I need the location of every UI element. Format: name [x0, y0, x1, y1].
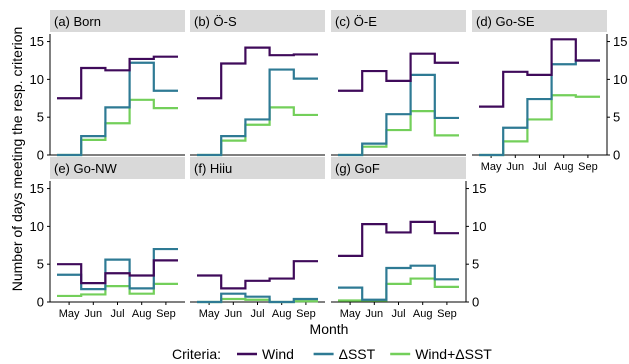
panel-c-e: (c) Ö-E — [331, 10, 466, 157]
x-tick-label: May — [199, 308, 220, 320]
x-tick-label: Jul — [391, 308, 405, 320]
panel-axes: 0 5 10 15 — [30, 34, 185, 163]
legend-title: Criteria: — [172, 346, 221, 362]
x-tick-label: Jun — [224, 308, 242, 320]
panel-axes: 0 5 10 15 May Jun Jul Aug Sep — [331, 181, 486, 320]
x-axis-label: Month — [310, 321, 349, 337]
legend-label: ΔSST — [339, 346, 376, 362]
x-tick-label: Aug — [554, 161, 574, 173]
panel-strip — [190, 157, 325, 179]
y-tick-label: 10 — [472, 219, 486, 234]
series-wind — [197, 46, 318, 100]
series-wind-deltasst — [338, 277, 459, 302]
y-tick-label: 0 — [613, 148, 620, 163]
series-wind — [57, 259, 178, 285]
panel-f-hiiu: (f) Hiiu May Jun Jul Aug Sep — [190, 157, 325, 320]
y-tick-label: 5 — [37, 110, 44, 125]
panel-title: (b) Ö-S — [194, 14, 237, 29]
series-wind — [479, 38, 600, 108]
series-deltasst — [57, 61, 178, 157]
x-tick-label: Jul — [250, 308, 264, 320]
panel-e-go-nw: (e) Go-NW 0 5 10 15 May Jun Jul Aug Sep — [30, 157, 185, 320]
x-tick-label: Sep — [437, 308, 457, 320]
y-tick-label: 15 — [613, 34, 627, 49]
legend-item-wind: Wind — [237, 346, 294, 362]
x-tick-label: Aug — [132, 308, 152, 320]
x-tick-label: Jun — [365, 308, 383, 320]
series-deltasst — [338, 264, 459, 301]
y-tick-label: 0 — [37, 295, 44, 310]
x-tick-label: Sep — [296, 308, 316, 320]
x-tick-label: May — [340, 308, 361, 320]
panel-title: (c) Ö-E — [335, 14, 377, 29]
series-deltasst — [197, 68, 318, 157]
x-tick-label: May — [59, 308, 80, 320]
y-tick-label: 0 — [472, 295, 479, 310]
panel-title: (f) Hiiu — [194, 161, 232, 176]
panel-strip — [472, 10, 607, 32]
x-tick-label: Aug — [413, 308, 433, 320]
legend-label: Wind — [262, 346, 294, 362]
series-wind-deltasst — [479, 94, 600, 157]
panels: (a) Born 0 5 10 15 (b) Ö-S (c) Ö-E (d) Go-SE 0 5 1… — [30, 10, 627, 320]
series-wind — [197, 260, 318, 290]
panel-axes: 0 5 10 15 May Jun Jul Aug Sep — [30, 181, 185, 320]
x-tick-label: Aug — [272, 308, 292, 320]
panel-b-s: (b) Ö-S — [190, 10, 325, 157]
panel-a-born: (a) Born 0 5 10 15 — [30, 10, 185, 163]
y-tick-label: 15 — [30, 181, 44, 196]
y-axis-label: Number of days meeting the resp. criteri… — [9, 27, 25, 292]
x-tick-label: Sep — [156, 308, 176, 320]
panel-strip — [50, 10, 185, 32]
y-tick-label: 10 — [613, 72, 627, 87]
panel-strip — [50, 157, 185, 179]
series-deltasst — [197, 292, 318, 304]
x-tick-label: Jul — [110, 308, 124, 320]
y-tick-label: 5 — [613, 110, 620, 125]
x-tick-label: Jun — [506, 161, 524, 173]
y-tick-label: 15 — [472, 181, 486, 196]
x-tick-label: Sep — [578, 161, 598, 173]
panel-axes: 0 5 10 15 May Jun Jul Aug Sep — [472, 34, 627, 173]
legend-item-wind-deltasst: Wind+ΔSST — [390, 346, 492, 362]
panel-title: (d) Go-SE — [476, 14, 535, 29]
x-tick-label: May — [481, 161, 502, 173]
panel-title: (a) Born — [54, 14, 101, 29]
series-wind — [338, 220, 459, 257]
y-tick-label: 0 — [37, 148, 44, 163]
x-tick-label: Jul — [532, 161, 546, 173]
series-deltasst — [479, 59, 600, 157]
x-tick-label: Jun — [84, 308, 102, 320]
y-tick-label: 15 — [30, 34, 44, 49]
series-deltasst — [338, 73, 459, 157]
panel-axes: May Jun Jul Aug Sep — [190, 301, 325, 320]
panel-g-gof: (g) GoF 0 5 10 15 May Jun Jul Aug Sep — [331, 157, 486, 320]
y-tick-label: 10 — [30, 219, 44, 234]
legend-label: Wind+ΔSST — [415, 346, 492, 362]
y-tick-label: 5 — [37, 257, 44, 272]
panel-strip — [331, 10, 466, 32]
series-wind — [57, 55, 178, 100]
legend-item-deltasst: ΔSST — [313, 346, 376, 362]
legend: Criteria: Wind ΔSST Wind+ΔSST — [172, 346, 492, 362]
panel-d-go-se: (d) Go-SE 0 5 10 15 May Jun Jul Aug Sep — [472, 10, 627, 173]
panel-title: (e) Go-NW — [54, 161, 118, 176]
series-wind-deltasst — [197, 106, 318, 157]
y-tick-label: 5 — [472, 257, 479, 272]
panel-strip — [190, 10, 325, 32]
panel-title: (g) GoF — [335, 161, 380, 176]
panel-strip — [331, 157, 466, 179]
series-wind — [338, 52, 459, 92]
series-wind-deltasst — [57, 282, 178, 298]
y-tick-label: 10 — [30, 72, 44, 87]
